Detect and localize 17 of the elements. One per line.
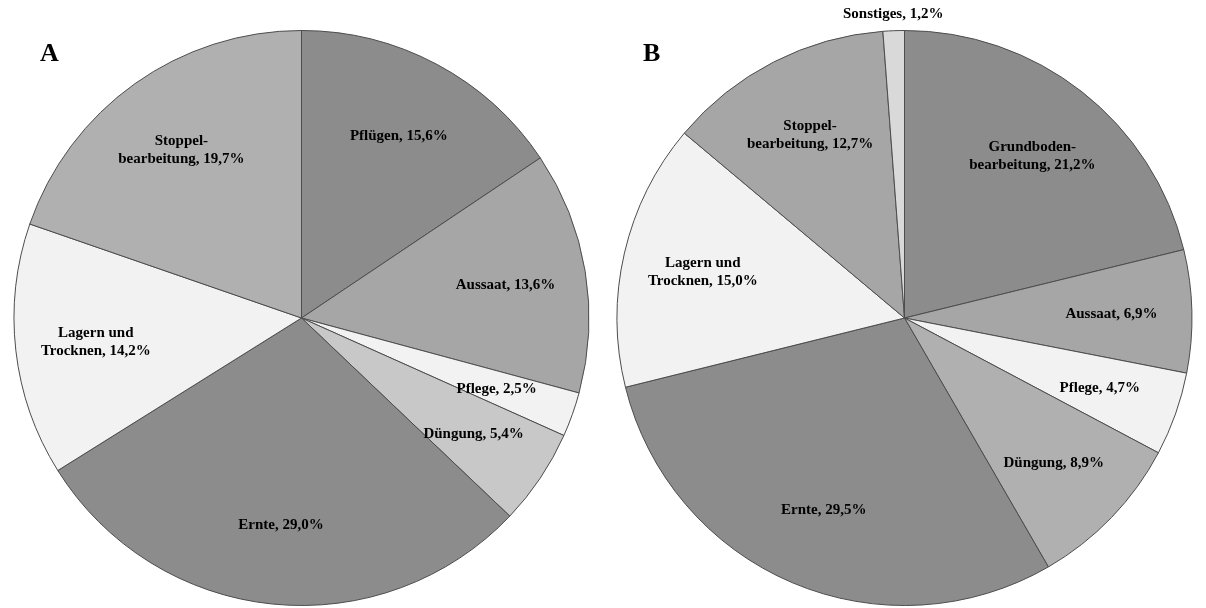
chart-title: A [40, 38, 59, 68]
slice-label: Ernte, 29,5% [781, 499, 867, 518]
slice-label: Pflügen, 15,6% [349, 126, 448, 145]
slice-label: Lagern und Trocknen, 14,2% [39, 323, 152, 360]
slice-label: Pflege, 2,5% [456, 378, 537, 397]
slice-label: Stoppel-bearbeitung, 19,7% [117, 131, 246, 168]
text: B [643, 38, 661, 68]
slice-label: Lagern und Trocknen, 15,0% [646, 253, 759, 290]
slice-label: Ernte, 29,0% [238, 514, 324, 533]
slice-label: Aussaat, 6,9% [1065, 304, 1158, 323]
slice-label: Grundboden-bearbeitung, 21,2% [968, 137, 1097, 174]
slice-label: Sonstiges, 1,2% [842, 3, 944, 22]
slice-label: Düngung, 8,9% [1003, 452, 1104, 471]
slice-label: Düngung, 5,4% [423, 424, 524, 443]
slice-label: Pflege, 4,7% [1059, 378, 1140, 397]
slice-label: Stoppel-bearbeitung, 12,7% [745, 115, 875, 152]
slice-label: Aussaat, 13,6% [455, 275, 556, 294]
